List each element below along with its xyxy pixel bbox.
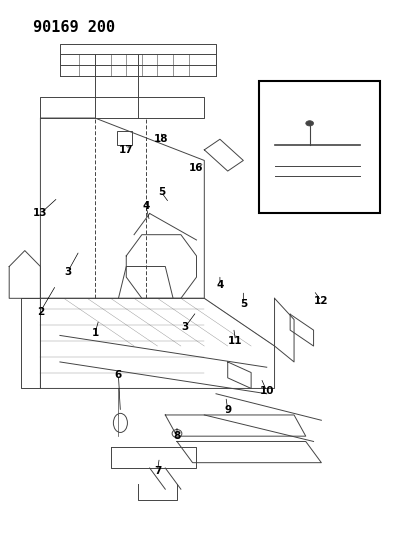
Text: 4: 4: [216, 280, 224, 290]
Text: 5: 5: [158, 187, 165, 197]
Text: 7: 7: [154, 466, 161, 475]
Text: 3: 3: [181, 322, 188, 333]
Text: 8: 8: [173, 431, 181, 441]
Text: 4: 4: [142, 200, 149, 211]
Text: 1: 1: [92, 328, 99, 338]
Text: 2: 2: [37, 306, 44, 317]
Text: 12: 12: [314, 296, 329, 306]
Text: 17: 17: [119, 145, 134, 155]
FancyBboxPatch shape: [259, 81, 380, 214]
Text: 90169 200: 90169 200: [33, 20, 115, 35]
Text: 11: 11: [228, 336, 243, 346]
Text: 5: 5: [240, 298, 247, 309]
Text: 14: 14: [291, 150, 305, 160]
Text: 13: 13: [33, 208, 48, 219]
Text: 3: 3: [64, 267, 72, 277]
Text: 15: 15: [306, 129, 321, 139]
Text: 9: 9: [224, 405, 231, 415]
Text: 16: 16: [189, 164, 204, 173]
Text: 18: 18: [154, 134, 169, 144]
Text: 6: 6: [115, 370, 122, 380]
Ellipse shape: [306, 120, 314, 126]
Text: 10: 10: [259, 386, 274, 396]
Bar: [116, 131, 132, 144]
